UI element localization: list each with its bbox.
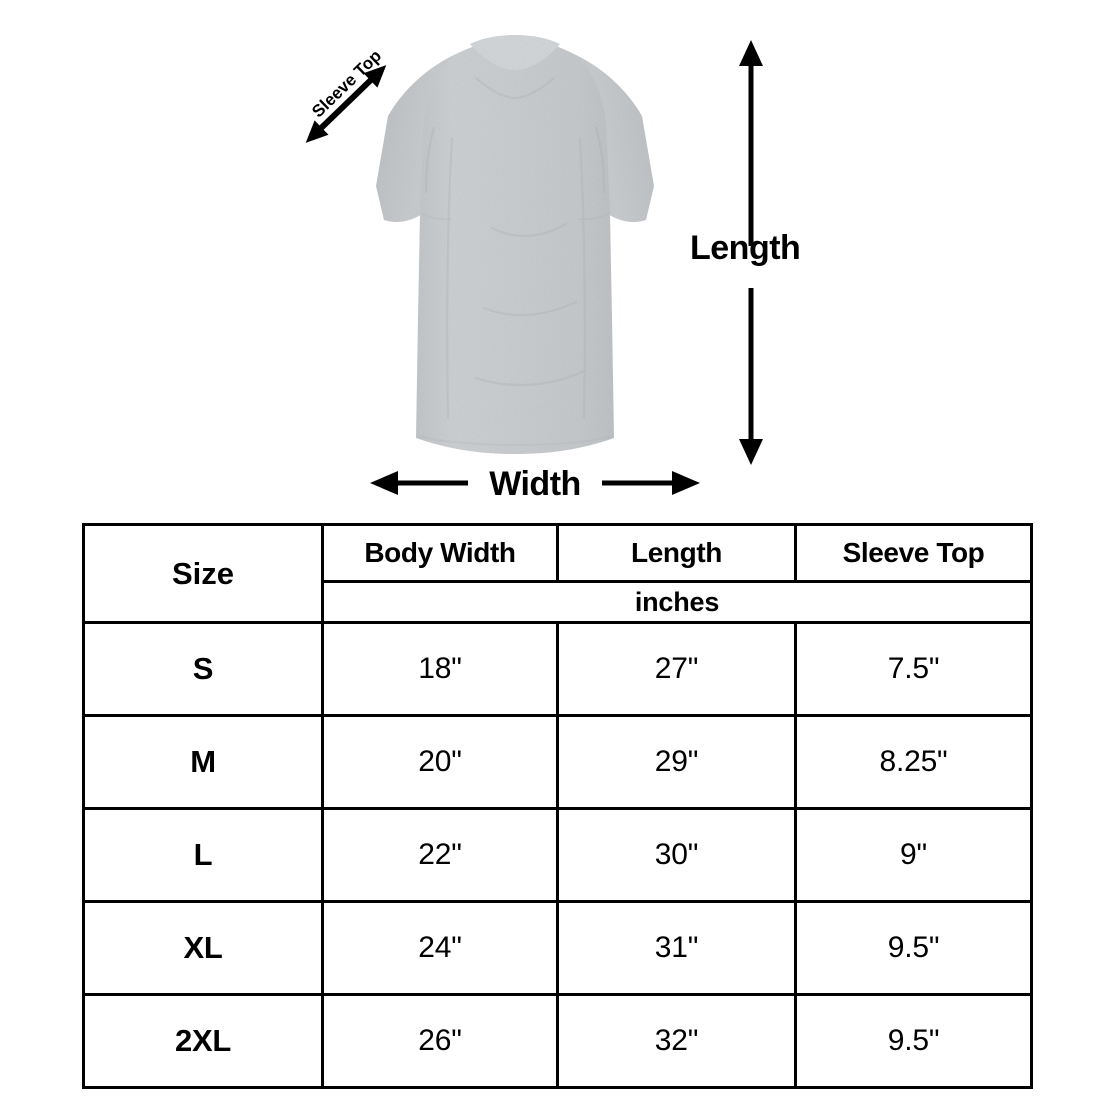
size-table-container: Size Body Width Length Sleeve Top inches [82, 523, 1033, 1089]
value-length: 29" [654, 745, 699, 778]
value-body-width: 20" [418, 745, 462, 778]
size-table: Size Body Width Length Sleeve Top inches [82, 523, 1033, 1089]
table-row: XL 24" 31" 9.5" [82, 900, 1033, 996]
table-row: 2XL 26" 32" 9.5" [82, 993, 1033, 1089]
value-sleeve-top: 9.5" [887, 931, 940, 964]
width-arrow-icon [370, 471, 700, 495]
cell-size: L [82, 807, 324, 903]
length-label: Length [690, 229, 801, 267]
header-cell-length: Length [556, 523, 797, 583]
value-body-width: 22" [418, 838, 462, 871]
shirt-body [416, 38, 614, 454]
table-unit-row: inches [84, 580, 1033, 624]
cell-body-width: 24" [321, 900, 559, 996]
value-sleeve-top: 7.5" [887, 652, 940, 685]
row-label-size: L [193, 837, 213, 872]
collar [470, 35, 560, 70]
value-body-width: 18" [418, 652, 462, 685]
table-row: S 18" 27" 7.5" [82, 621, 1033, 717]
cell-size: XL [82, 900, 324, 996]
row-label-size: XL [183, 930, 223, 965]
width-label: Width [489, 465, 581, 503]
cell-size: 2XL [82, 993, 324, 1089]
header-cell-unit: inches [321, 580, 1033, 624]
value-body-width: 26" [418, 1024, 462, 1057]
header-label-size: Size [171, 555, 235, 591]
row-label-size: M [190, 744, 216, 779]
value-length: 27" [654, 652, 699, 685]
row-label-size: 2XL [175, 1023, 231, 1058]
cell-sleeve-top: 7.5" [794, 621, 1033, 717]
cell-body-width: 20" [321, 714, 559, 810]
value-sleeve-top: 8.25" [879, 745, 948, 778]
value-body-width: 24" [418, 931, 462, 964]
cell-body-width: 18" [321, 621, 559, 717]
cell-size: S [82, 621, 324, 717]
table-row: L 22" 30" 9" [82, 807, 1033, 903]
value-sleeve-top: 9.5" [887, 1024, 940, 1057]
cell-length: 29" [556, 714, 797, 810]
sleeve-top-arrow-icon [305, 65, 387, 143]
header-label-body-width: Body Width [364, 537, 516, 568]
cell-length: 27" [556, 621, 797, 717]
cell-sleeve-top: 9" [794, 807, 1033, 903]
header-cell-body-width: Body Width [321, 523, 559, 583]
value-length: 32" [654, 1024, 699, 1057]
cell-sleeve-top: 9.5" [794, 993, 1033, 1089]
header-label-length: Length [631, 537, 722, 568]
tshirt-image [376, 35, 654, 454]
table-header-row: Size Body Width Length Sleeve Top [82, 523, 1033, 624]
row-label-size: S [192, 651, 214, 686]
cell-body-width: 22" [321, 807, 559, 903]
cell-sleeve-top: 9.5" [794, 900, 1033, 996]
value-sleeve-top: 9" [900, 838, 927, 871]
garment-illustration: Length Width Sleeve Top [0, 0, 1100, 515]
cell-length: 30" [556, 807, 797, 903]
table-row: M 20" 29" 8.25" [82, 714, 1033, 810]
header-label-sleeve-top: Sleeve Top [842, 537, 985, 568]
length-arrow-icon [739, 40, 763, 465]
cell-body-width: 26" [321, 993, 559, 1089]
header-label-unit: inches [634, 586, 720, 617]
cell-sleeve-top: 8.25" [794, 714, 1033, 810]
header-cell-sleeve-top: Sleeve Top [794, 523, 1033, 583]
header-cell-size: Size [82, 523, 324, 624]
value-length: 30" [654, 838, 699, 871]
value-length: 31" [654, 931, 699, 964]
cell-length: 31" [556, 900, 797, 996]
cell-size: M [82, 714, 324, 810]
cell-length: 32" [556, 993, 797, 1089]
